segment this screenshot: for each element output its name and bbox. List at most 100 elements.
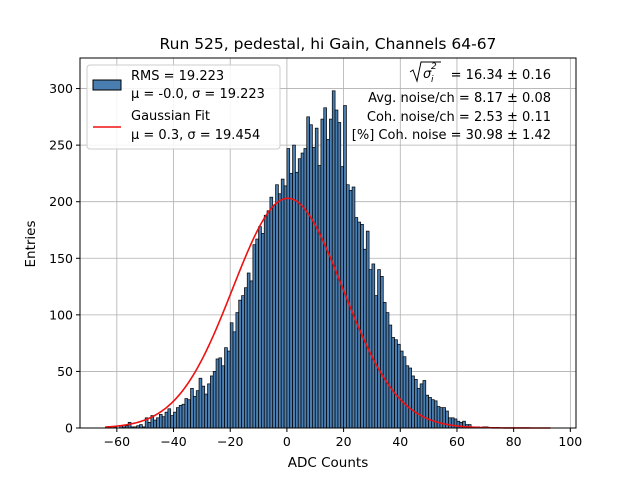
histogram-bar (178, 405, 183, 429)
histogram-bar (161, 416, 166, 429)
chart-title: Run 525, pedestal, hi Gain, Channels 64-… (160, 35, 497, 53)
histogram-bar (365, 230, 370, 429)
histogram-bar (317, 165, 322, 429)
legend-histogram-stats: μ = -0.0, σ = 19.223 (131, 87, 265, 102)
histogram-bar (416, 388, 421, 429)
histogram-bar (212, 371, 217, 429)
histogram-bar (448, 417, 452, 429)
histogram-bar (210, 375, 214, 429)
histogram-bar (442, 407, 446, 429)
histogram-bar (258, 226, 262, 429)
histogram-bar (382, 302, 387, 429)
histogram-bar (419, 383, 424, 429)
histogram-bar (326, 139, 330, 429)
histogram-bar (371, 263, 376, 429)
histogram-bar (331, 90, 336, 429)
histogram-bar (394, 339, 398, 429)
histogram-bar (184, 398, 189, 429)
histogram-bar (232, 331, 237, 429)
x-tick-label: −40 (160, 434, 186, 449)
x-tick-label: 40 (392, 434, 408, 449)
histogram-bar (272, 204, 276, 429)
y-tick-label: 250 (49, 138, 73, 153)
histogram-bar (164, 411, 169, 429)
coh-noise-annotation: Coh. noise/ch = 2.53 ± 0.11 (367, 110, 551, 125)
y-tick-label: 200 (49, 194, 73, 209)
sigma-annotation: = 16.34 ± 0.16 (451, 68, 551, 83)
histogram-bar (320, 118, 325, 429)
histogram-bar (309, 124, 313, 429)
histogram-bar (246, 272, 251, 429)
histogram-bar (159, 414, 163, 429)
histogram-bar (422, 380, 427, 429)
histogram-bar (241, 295, 245, 429)
histogram-bar (388, 324, 393, 429)
histogram-bar (156, 417, 160, 429)
histogram-bar (450, 417, 455, 429)
histogram-bar (351, 186, 356, 429)
histogram-bar (198, 377, 203, 429)
histogram-bar (439, 407, 444, 429)
histogram-bar (303, 148, 308, 429)
y-tick-label: 50 (57, 364, 73, 379)
histogram-bar (402, 356, 407, 429)
histogram-bar (201, 385, 206, 429)
histogram-bar (153, 419, 157, 429)
histogram-bar (391, 337, 395, 429)
histogram-bar (414, 378, 418, 429)
histogram-bar (411, 375, 415, 429)
histogram-bar (397, 343, 401, 429)
x-tick-label: 60 (449, 434, 465, 449)
histogram-bar (385, 312, 390, 429)
legend-fit-stats: μ = 0.3, σ = 19.454 (131, 128, 260, 143)
histogram-bar (445, 410, 449, 429)
histogram-bar (425, 394, 429, 429)
histogram-bar (244, 287, 248, 429)
x-tick-label: 100 (558, 434, 582, 449)
histogram-bar (170, 415, 174, 429)
histogram-bar (368, 269, 373, 429)
histogram-bar (292, 144, 296, 429)
legend-histogram-swatch (92, 79, 122, 91)
legend-fit-label: Gaussian Fit (131, 109, 210, 124)
histogram-bar (173, 411, 177, 429)
histogram-bar (377, 269, 381, 429)
histogram-bar (215, 358, 220, 429)
y-tick-label: 150 (49, 251, 73, 266)
y-axis-label: Entries (23, 220, 39, 267)
histogram-bar (266, 210, 271, 429)
histogram-bar (139, 424, 143, 429)
histogram-bar (297, 158, 302, 429)
sigma-sqrt-symbol: σ 2 i (409, 61, 441, 85)
x-axis-ticks: −60 −40 −20 0 20 40 60 80 100 (104, 428, 582, 449)
histogram-bar (323, 107, 327, 429)
avg-noise-annotation: Avg. noise/ch = 8.17 ± 0.08 (368, 91, 551, 106)
histogram-bar (428, 397, 432, 429)
pct-coh-noise-annotation: [%] Coh. noise = 30.98 ± 1.42 (352, 128, 551, 143)
histogram-bar (224, 347, 228, 429)
histogram-bar (190, 388, 194, 429)
svg-text:σ: σ (423, 67, 432, 82)
plot-frame (79, 57, 577, 429)
histogram-bar (195, 390, 200, 429)
histogram-bar (263, 214, 268, 429)
histogram-bar (314, 127, 319, 429)
svg-text:2: 2 (431, 62, 437, 72)
histogram-bar (280, 178, 285, 429)
histogram-bar (431, 399, 435, 429)
histogram-bar (167, 408, 172, 429)
histogram-bar (147, 421, 152, 429)
histogram-bar (283, 185, 288, 429)
y-tick-label: 300 (49, 81, 73, 96)
histogram-bar (286, 148, 291, 429)
histogram-bar (252, 244, 257, 429)
legend: RMS = 19.223 μ = -0.0, σ = 19.223 Gaussi… (86, 64, 281, 150)
histogram-bar (343, 105, 347, 429)
histogram-bar (235, 312, 240, 429)
histogram-bar (207, 383, 211, 429)
histogram-bar (187, 399, 191, 429)
histogram-bar (300, 152, 305, 429)
histogram-bars (105, 90, 489, 429)
histogram-bar (436, 406, 441, 429)
